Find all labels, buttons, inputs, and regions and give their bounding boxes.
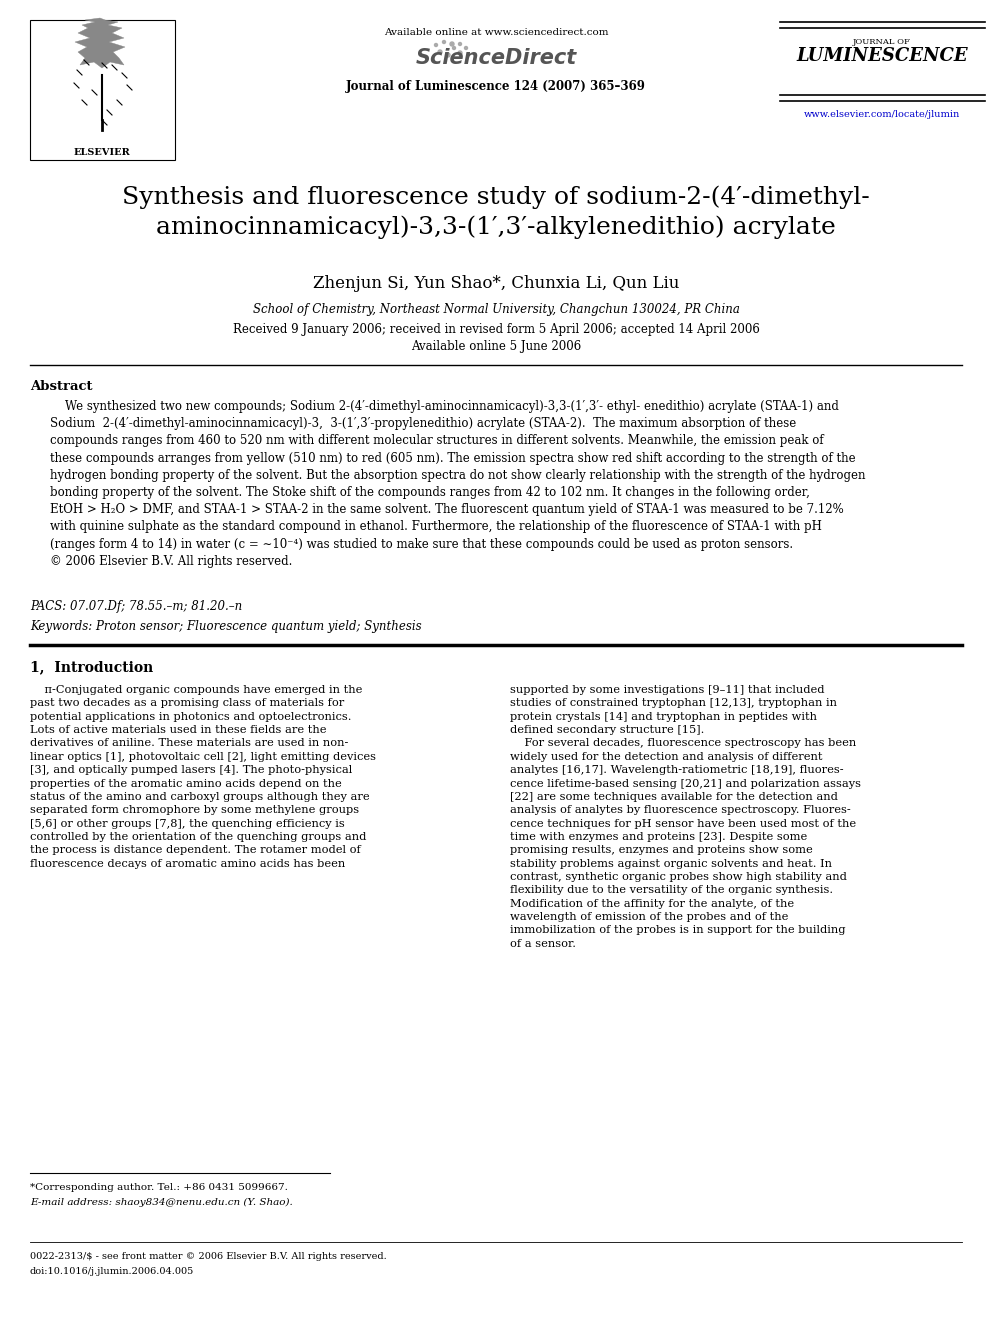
Circle shape — [464, 46, 467, 49]
Text: We synthesized two new compounds; Sodium 2-(4′-dimethyl-aminocinnamicacyl)-3,3-(: We synthesized two new compounds; Sodium… — [50, 400, 865, 568]
Text: www.elsevier.com/locate/jlumin: www.elsevier.com/locate/jlumin — [804, 110, 960, 119]
Text: LUMINESCENCE: LUMINESCENCE — [797, 48, 968, 65]
Circle shape — [450, 42, 454, 46]
Bar — [30, 20, 175, 160]
Text: Zhenjun Si, Yun Shao*, Chunxia Li, Qun Liu: Zhenjun Si, Yun Shao*, Chunxia Li, Qun L… — [312, 275, 680, 292]
Text: Available online 5 June 2006: Available online 5 June 2006 — [411, 340, 581, 353]
Text: 0022-2313/$ - see front matter © 2006 Elsevier B.V. All rights reserved.: 0022-2313/$ - see front matter © 2006 El… — [30, 1252, 387, 1261]
Circle shape — [434, 44, 437, 46]
Text: aminocinnamicacyl)-3,3-(1′,3′-alkylenedithio) acrylate: aminocinnamicacyl)-3,3-(1′,3′-alkylenedi… — [156, 216, 836, 238]
Text: Available online at www.sciencedirect.com: Available online at www.sciencedirect.co… — [384, 28, 608, 37]
Text: Abstract: Abstract — [30, 380, 92, 393]
Circle shape — [442, 41, 445, 44]
Text: Journal of Luminescence 124 (2007) 365–369: Journal of Luminescence 124 (2007) 365–3… — [346, 79, 646, 93]
Text: doi:10.1016/j.jlumin.2006.04.005: doi:10.1016/j.jlumin.2006.04.005 — [30, 1267, 194, 1275]
Circle shape — [452, 46, 455, 49]
Text: School of Chemistry, Northeast Normal University, Changchun 130024, PR China: School of Chemistry, Northeast Normal Un… — [253, 303, 739, 316]
Text: ScienceDirect: ScienceDirect — [416, 48, 576, 67]
Text: Received 9 January 2006; received in revised form 5 April 2006; accepted 14 Apri: Received 9 January 2006; received in rev… — [232, 323, 760, 336]
Circle shape — [438, 50, 442, 54]
Text: ELSEVIER: ELSEVIER — [73, 148, 130, 157]
Circle shape — [446, 53, 450, 57]
Text: *Corresponding author. Tel.: +86 0431 5099667.: *Corresponding author. Tel.: +86 0431 50… — [30, 1183, 288, 1192]
Text: supported by some investigations [9–11] that included
studies of constrained try: supported by some investigations [9–11] … — [510, 685, 861, 949]
Circle shape — [458, 52, 462, 56]
Text: Synthesis and fluorescence study of sodium-2-(4′-dimethyl-: Synthesis and fluorescence study of sodi… — [122, 185, 870, 209]
Text: π-Conjugated organic compounds have emerged in the
past two decades as a promisi: π-Conjugated organic compounds have emer… — [30, 685, 376, 869]
Polygon shape — [75, 19, 125, 67]
Text: E-mail address: shaoy834@nenu.edu.cn (Y. Shao).: E-mail address: shaoy834@nenu.edu.cn (Y.… — [30, 1199, 293, 1207]
Text: 1,  Introduction: 1, Introduction — [30, 660, 153, 673]
Circle shape — [458, 42, 461, 45]
Text: JOURNAL OF: JOURNAL OF — [853, 38, 911, 46]
Text: PACS: 07.07.Df; 78.55.–m; 81.20.–n: PACS: 07.07.Df; 78.55.–m; 81.20.–n — [30, 601, 242, 613]
Text: Keywords: Proton sensor; Fluorescence quantum yield; Synthesis: Keywords: Proton sensor; Fluorescence qu… — [30, 620, 422, 632]
